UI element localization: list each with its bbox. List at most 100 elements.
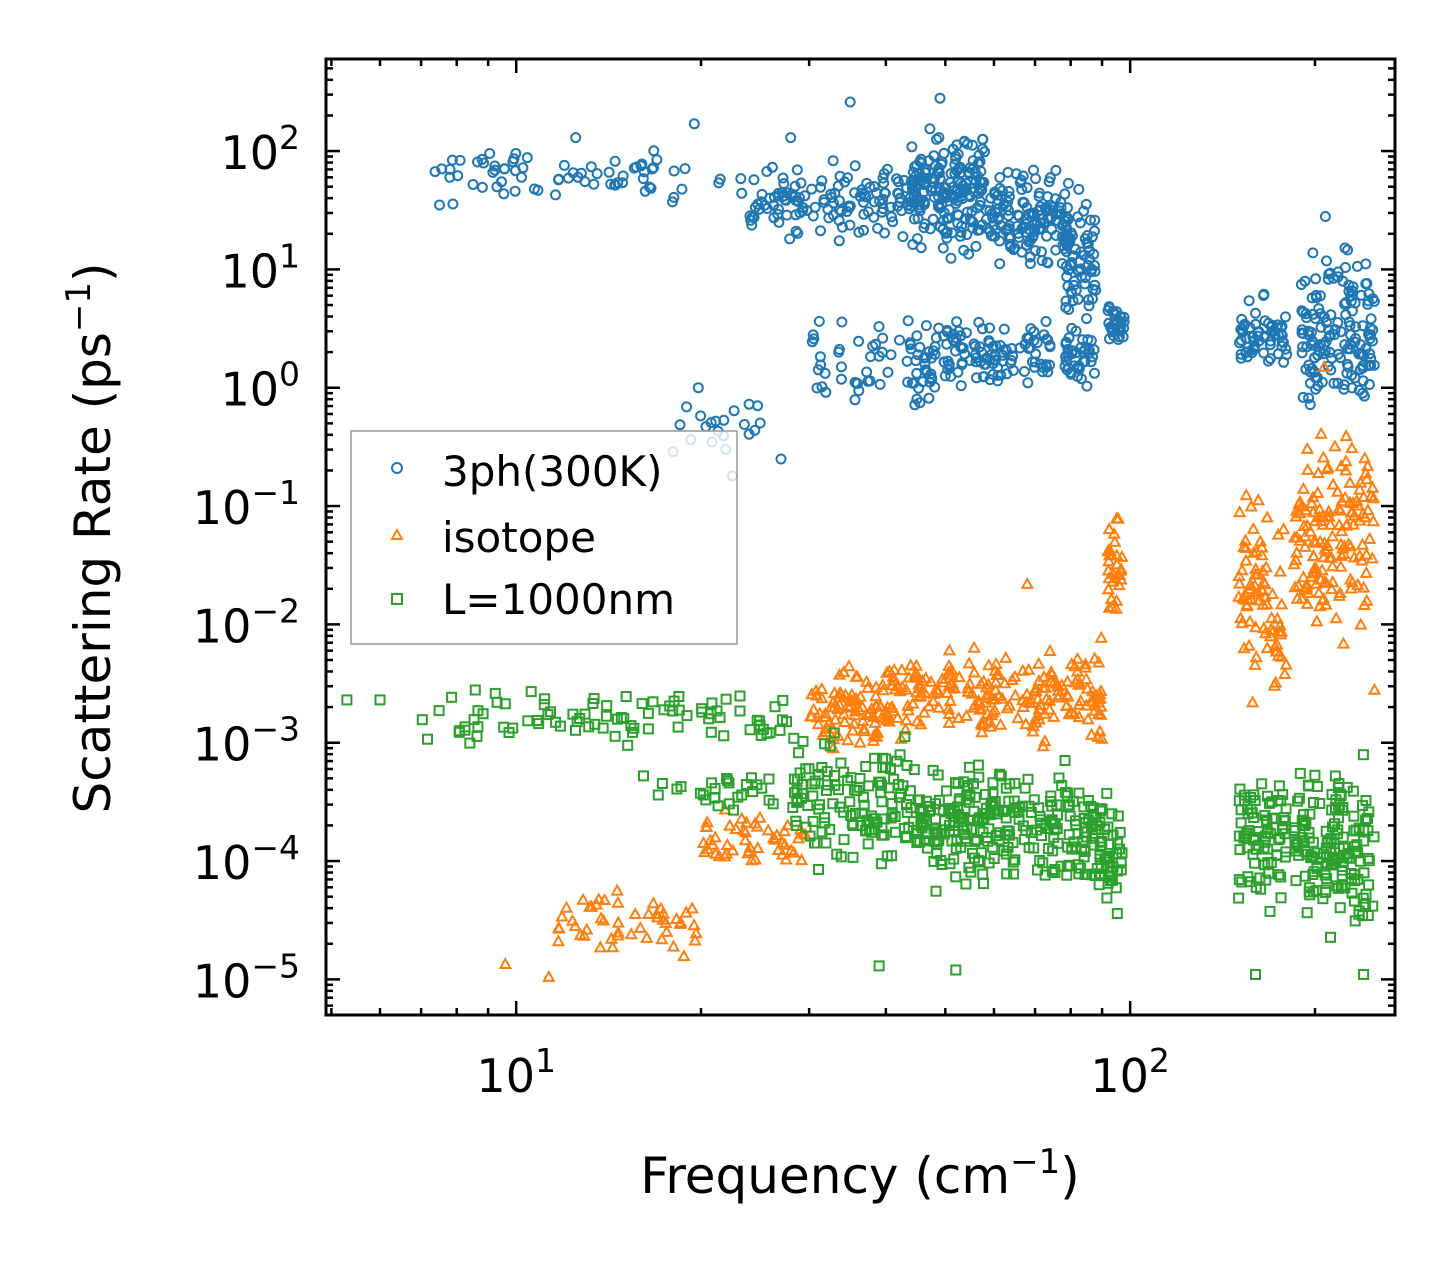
point-isotope	[926, 694, 940, 707]
point-isotope	[1345, 575, 1359, 588]
point-3ph	[521, 152, 533, 164]
point-boundary	[963, 761, 975, 773]
point-isotope	[967, 665, 981, 678]
point-isotope	[1060, 698, 1074, 711]
point-isotope	[1353, 482, 1367, 495]
point-boundary	[875, 858, 887, 870]
point-isotope	[1323, 517, 1337, 530]
point-boundary	[706, 697, 718, 709]
point-isotope	[1088, 651, 1102, 664]
point-boundary	[960, 835, 972, 847]
point-boundary	[1078, 851, 1090, 863]
point-boundary	[1234, 783, 1246, 795]
y-tick-label: 10−4	[193, 828, 300, 890]
point-isotope	[917, 705, 931, 718]
point-boundary	[1007, 837, 1019, 849]
point-3ph	[877, 172, 889, 184]
point-boundary	[1101, 787, 1113, 799]
point-isotope	[1306, 490, 1320, 503]
point-3ph	[977, 371, 989, 383]
point-isotope	[1359, 547, 1374, 560]
point-isotope	[943, 693, 958, 706]
point-boundary	[950, 777, 961, 789]
point-3ph	[812, 364, 824, 376]
point-isotope	[886, 669, 900, 682]
point-boundary	[709, 792, 721, 804]
point-3ph	[1278, 356, 1290, 368]
point-3ph	[835, 206, 847, 217]
point-isotope	[982, 658, 996, 671]
point-boundary	[533, 718, 545, 730]
point-boundary	[1348, 810, 1360, 822]
point-isotope	[1312, 585, 1326, 598]
point-3ph	[861, 366, 873, 378]
y-tick-label: 10−2	[193, 591, 300, 653]
point-3ph	[1335, 326, 1347, 338]
point-boundary	[574, 713, 586, 724]
point-3ph	[746, 219, 758, 231]
point-3ph	[1322, 273, 1334, 285]
point-boundary	[1053, 772, 1065, 784]
point-3ph	[1024, 251, 1036, 263]
point-3ph	[1362, 298, 1374, 310]
point-boundary	[720, 693, 732, 705]
point-3ph	[971, 372, 982, 384]
point-isotope	[876, 677, 890, 690]
point-3ph	[1358, 390, 1370, 402]
point-isotope	[935, 671, 950, 684]
point-3ph	[983, 335, 995, 347]
point-isotope	[838, 714, 852, 727]
point-isotope	[832, 690, 847, 703]
point-3ph	[1310, 383, 1322, 395]
point-3ph	[839, 176, 851, 188]
point-isotope	[941, 702, 956, 715]
point-3ph	[1071, 362, 1083, 374]
point-boundary	[1358, 969, 1370, 980]
point-isotope	[1301, 462, 1315, 475]
point-boundary	[876, 779, 888, 791]
point-boundary	[1115, 864, 1127, 876]
point-3ph	[976, 346, 987, 358]
point-3ph	[811, 382, 823, 394]
point-isotope	[1237, 539, 1251, 552]
point-isotope	[1079, 672, 1093, 685]
point-3ph	[1258, 347, 1270, 359]
tick-marks	[326, 57, 1395, 1015]
point-isotope	[1358, 510, 1372, 523]
point-3ph	[968, 338, 980, 350]
point-isotope	[1237, 641, 1251, 654]
point-3ph	[929, 348, 941, 360]
point-3ph	[1062, 177, 1074, 189]
point-3ph	[975, 165, 987, 177]
point-3ph	[467, 179, 479, 190]
point-isotope	[1087, 698, 1102, 711]
point-isotope	[1258, 626, 1273, 639]
point-isotope	[1109, 601, 1123, 614]
point-isotope	[827, 686, 842, 699]
point-3ph	[612, 177, 624, 189]
point-isotope	[1036, 680, 1050, 693]
point-isotope	[827, 700, 841, 713]
point-3ph	[940, 182, 952, 194]
point-isotope	[777, 824, 792, 837]
point-3ph	[1361, 278, 1373, 289]
point-3ph	[1295, 279, 1307, 290]
point-3ph	[970, 240, 982, 252]
point-3ph	[807, 329, 819, 341]
point-isotope	[1101, 582, 1116, 595]
point-3ph	[816, 381, 828, 393]
point-boundary	[1105, 866, 1117, 878]
point-3ph	[918, 222, 930, 234]
point-boundary	[997, 806, 1009, 818]
point-isotope	[1068, 659, 1082, 672]
point-boundary	[983, 857, 995, 869]
point-isotope	[611, 925, 625, 938]
point-3ph	[1364, 322, 1376, 334]
point-3ph	[444, 171, 456, 183]
point-isotope	[1067, 707, 1081, 720]
point-boundary	[858, 791, 869, 803]
point-boundary	[718, 730, 730, 742]
point-isotope	[831, 702, 845, 715]
point-3ph	[1345, 290, 1357, 302]
point-3ph	[743, 428, 755, 440]
